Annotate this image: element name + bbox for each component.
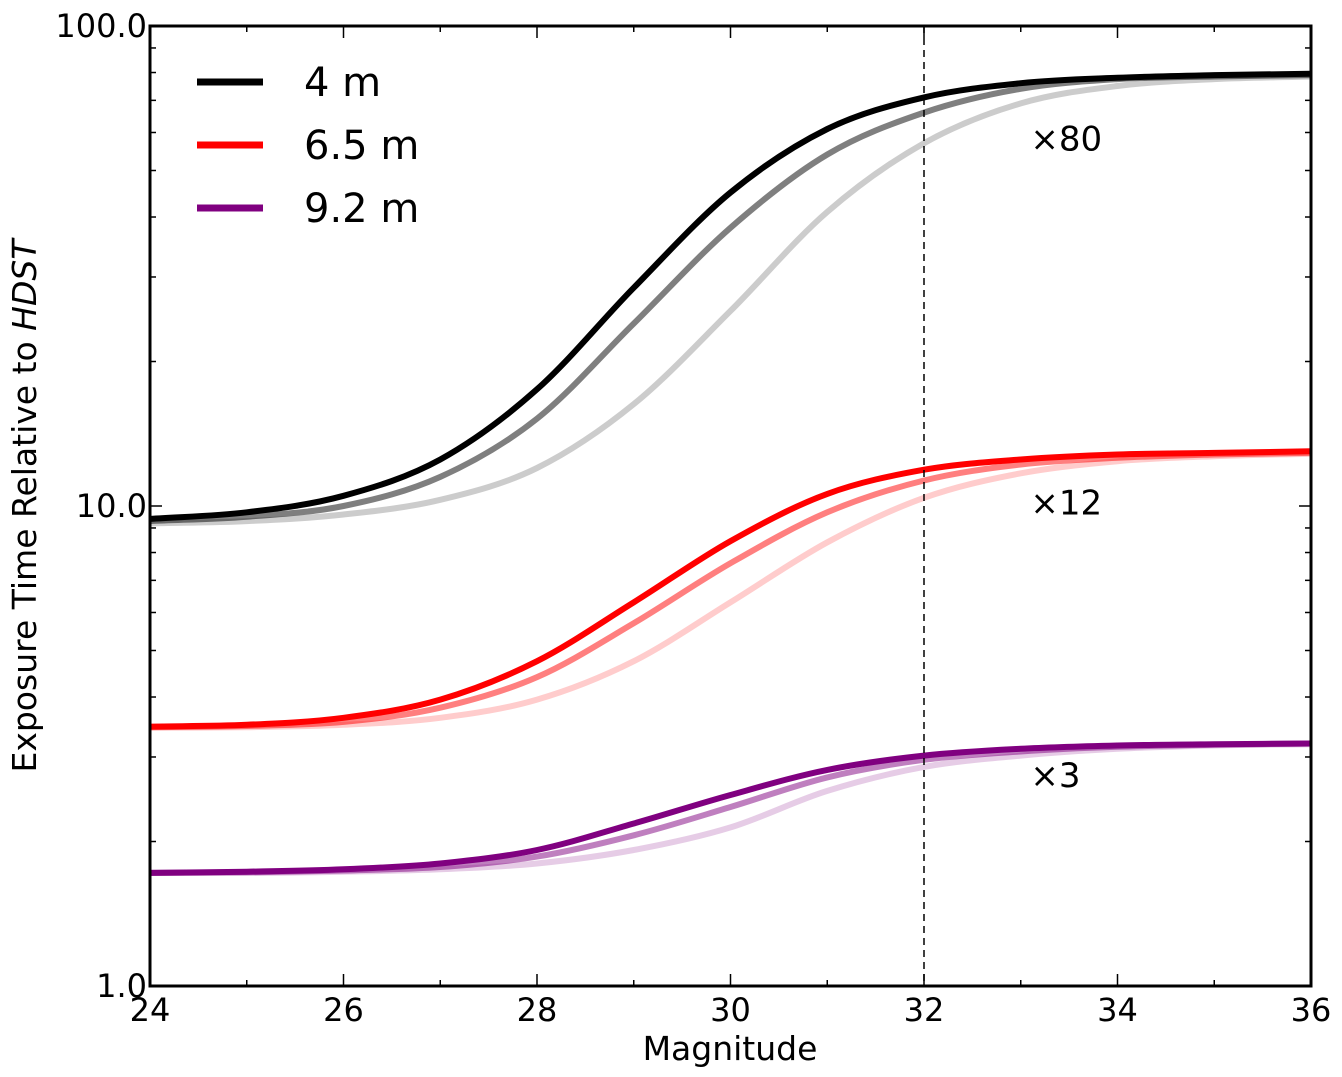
plot-frame [148, 24, 1313, 988]
x-tick-label: 36 [1291, 991, 1332, 1029]
series-line-9-2-m-7 [149, 740, 1312, 876]
x-tick-label: 26 [323, 991, 364, 1029]
y-axis-label-prefix: Exposure Time Relative to [5, 331, 44, 773]
y-tick-label: 1.0 [96, 967, 147, 1005]
x-tick-label: 24 [130, 991, 171, 1029]
scale-factor-annotation: ×12 [1030, 484, 1102, 524]
legend-label: 6.5 m [304, 123, 419, 169]
y-axis-label: Exposure Time Relative to HDST [5, 237, 44, 773]
scale-factor-annotation: ×3 [1030, 756, 1080, 796]
series-line-6-5-m-5 [149, 450, 1312, 731]
legend-label: 4 m [304, 60, 381, 106]
y-axis-label-italic: HDST [5, 237, 44, 331]
y-tick-label: 10.0 [76, 487, 147, 525]
series-line-4-m-2 [149, 73, 1312, 527]
x-axis-label: Magnitude [643, 1029, 818, 1068]
x-tick-label: 30 [710, 991, 751, 1029]
x-tick-label: 28 [517, 991, 558, 1029]
series-line-6-5-m-4 [149, 449, 1312, 731]
x-tick-label: 34 [1097, 991, 1138, 1029]
y-tick-label: 100.0 [55, 7, 147, 45]
scale-factor-annotation: ×80 [1030, 120, 1102, 160]
x-tick-label: 32 [904, 991, 945, 1029]
series-line-6-5-m-3 [149, 448, 1312, 730]
series-line-9-2-m-6 [149, 740, 1312, 876]
legend-label: 9.2 m [304, 186, 419, 232]
series-line-4-m-0 [149, 70, 1312, 522]
legend: 4 m 6.5 m 9.2 m [197, 60, 419, 232]
